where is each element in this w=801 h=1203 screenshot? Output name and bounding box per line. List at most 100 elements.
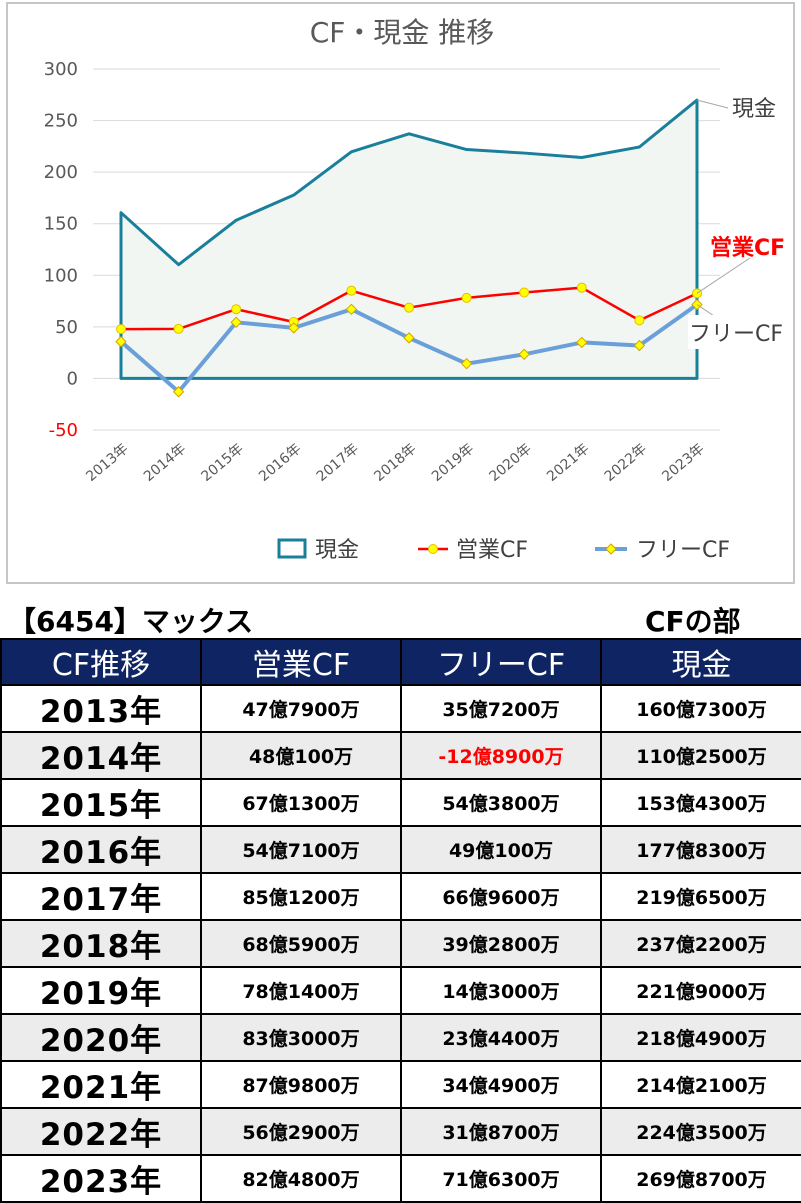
free-cf-point <box>345 303 358 316</box>
year-cell: 2021年 <box>0 1060 202 1109</box>
x-tick-label: 2017年 <box>314 441 362 485</box>
header-cf-trend: CF推移 <box>0 638 202 686</box>
table-row: 2014年 48億100万 -12億8900万 110億2500万 <box>0 731 801 780</box>
y-tick-label: 50 <box>55 317 78 338</box>
x-tick-label: 2016年 <box>256 441 304 485</box>
free-cf-point <box>460 357 473 370</box>
operating-cf-point <box>519 287 530 298</box>
year-cell: 2020年 <box>0 1013 202 1062</box>
table-row: 2018年 68億5900万 39億2800万 237億2200万 <box>0 919 801 968</box>
y-tick-label: 150 <box>44 214 78 235</box>
free-cf-annotation: フリーCF <box>689 322 783 347</box>
operating-cf-cell: 78億1400万 <box>200 966 402 1015</box>
operating-cf-cell: 56億2900万 <box>200 1107 402 1156</box>
chart-frame: CF・現金 推移 300 250 200 150 100 50 0 -50 2013年 2014年 2… <box>6 2 795 584</box>
year-cell: 2017年 <box>0 872 202 921</box>
operating-cf-cell: 85億1200万 <box>200 872 402 921</box>
cash-cell: 214億2100万 <box>600 1060 801 1109</box>
cash-cell: 219億6500万 <box>600 872 801 921</box>
x-tick-label: 2023年 <box>659 441 707 485</box>
operating-cf-cell: 83億3000万 <box>200 1013 402 1062</box>
operating-cf-point <box>461 292 472 303</box>
section-heading: CFの部 <box>645 605 741 638</box>
operating-cf-point <box>173 323 184 334</box>
table-row: 2020年 83億3000万 23億4400万 218億4900万 <box>0 1013 801 1062</box>
free-cf-cell: 39億2800万 <box>400 919 602 968</box>
free-cf-point <box>115 335 127 348</box>
operating-cf-leader-line <box>696 257 751 294</box>
free-cf-cell: 71億6300万 <box>400 1154 602 1203</box>
y-tick-label: 250 <box>44 111 78 132</box>
legend-free-cf-label: フリーCF <box>636 538 730 563</box>
cash-cell: 221億9000万 <box>600 966 801 1015</box>
cash-cell: 177億8300万 <box>600 825 801 874</box>
y-tick-label: -50 <box>49 420 78 441</box>
cf-table: CF推移 営業CF フリーCF 現金 2013年 47億7900万 35億7200万… <box>0 638 801 1203</box>
cash-area <box>119 98 699 380</box>
cash-cell: 110億2500万 <box>600 731 801 780</box>
year-cell: 2023年 <box>0 1154 202 1203</box>
operating-cf-point <box>231 304 242 315</box>
free-cf-point <box>518 348 530 361</box>
cash-cell: 160億7300万 <box>600 684 801 733</box>
free-cf-point <box>230 316 242 329</box>
free-cf-cell: 49億100万 <box>400 825 602 874</box>
y-tick-label: 0 <box>67 368 78 389</box>
x-tick-label: 2021年 <box>544 441 592 485</box>
table-row: 2022年 56億2900万 31億8700万 224億3500万 <box>0 1107 801 1156</box>
operating-cf-cell: 54億7100万 <box>200 825 402 874</box>
free-cf-cell: 14億3000万 <box>400 966 602 1015</box>
cash-cell: 218億4900万 <box>600 1013 801 1062</box>
free-cf-point <box>288 322 300 334</box>
free-cf-cell: 66億9600万 <box>400 872 602 921</box>
legend-free-cf-marker <box>605 543 617 555</box>
operating-cf-cell: 87億9800万 <box>200 1060 402 1109</box>
free-cf-point <box>691 298 703 311</box>
operating-cf-point <box>116 324 126 335</box>
cash-cell: 153億4300万 <box>600 778 801 827</box>
x-tick-label: 2018年 <box>371 441 419 485</box>
free-cf-point <box>403 332 415 344</box>
operating-cf-point <box>346 285 357 296</box>
year-cell: 2022年 <box>0 1107 202 1156</box>
free-cf-cell: 23億4400万 <box>400 1013 602 1062</box>
operating-cf-annotation: 営業CF <box>710 235 785 261</box>
free-cf-cell: 35億7200万 <box>400 684 602 733</box>
header-operating-cf: 営業CF <box>200 638 402 686</box>
operating-cf-cell: 68億5900万 <box>200 919 402 968</box>
legend-operating-cf-label: 営業CF <box>456 538 528 563</box>
year-cell: 2014年 <box>0 731 202 780</box>
operating-cf-point <box>634 315 645 326</box>
header-free-cf: フリーCF <box>400 638 602 686</box>
x-tick-label: 2015年 <box>198 441 246 485</box>
year-cell: 2019年 <box>0 966 202 1015</box>
table-row: 2021年 87億9800万 34億4900万 214億2100万 <box>0 1060 801 1109</box>
x-tick-label: 2020年 <box>486 441 534 485</box>
year-cell: 2016年 <box>0 825 202 874</box>
operating-cf-point <box>576 282 587 293</box>
cash-leader-line <box>696 99 729 109</box>
free-cf-cell: 34億4900万 <box>400 1060 602 1109</box>
free-cf-annotation-box <box>688 315 792 349</box>
cash-annotation: 現金 <box>732 97 776 122</box>
cash-cell: 237億2200万 <box>600 919 801 968</box>
x-tick-label: 2019年 <box>429 441 477 485</box>
operating-cf-cell: 82億4800万 <box>200 1154 402 1203</box>
free-cf-point <box>633 339 646 352</box>
x-tick-label: 2022年 <box>602 441 650 485</box>
company-heading: 【6454】マックス <box>8 605 254 638</box>
chart-title: CF・現金 推移 <box>310 16 495 49</box>
x-tick-label: 2013年 <box>83 441 131 485</box>
table-row: 2015年 67億1300万 54億3800万 153億4300万 <box>0 778 801 827</box>
year-cell: 2018年 <box>0 919 202 968</box>
cash-cell: 224億3500万 <box>600 1107 801 1156</box>
y-tick-label: 300 <box>44 59 78 80</box>
x-tick-label: 2014年 <box>141 441 189 485</box>
legend-operating-cf-marker <box>428 544 438 554</box>
year-cell: 2013年 <box>0 684 202 733</box>
free-cf-cell: 31億8700万 <box>400 1107 602 1156</box>
header-cash: 現金 <box>600 638 801 686</box>
free-cf-point <box>576 336 588 349</box>
legend-cash-swatch <box>277 538 307 559</box>
